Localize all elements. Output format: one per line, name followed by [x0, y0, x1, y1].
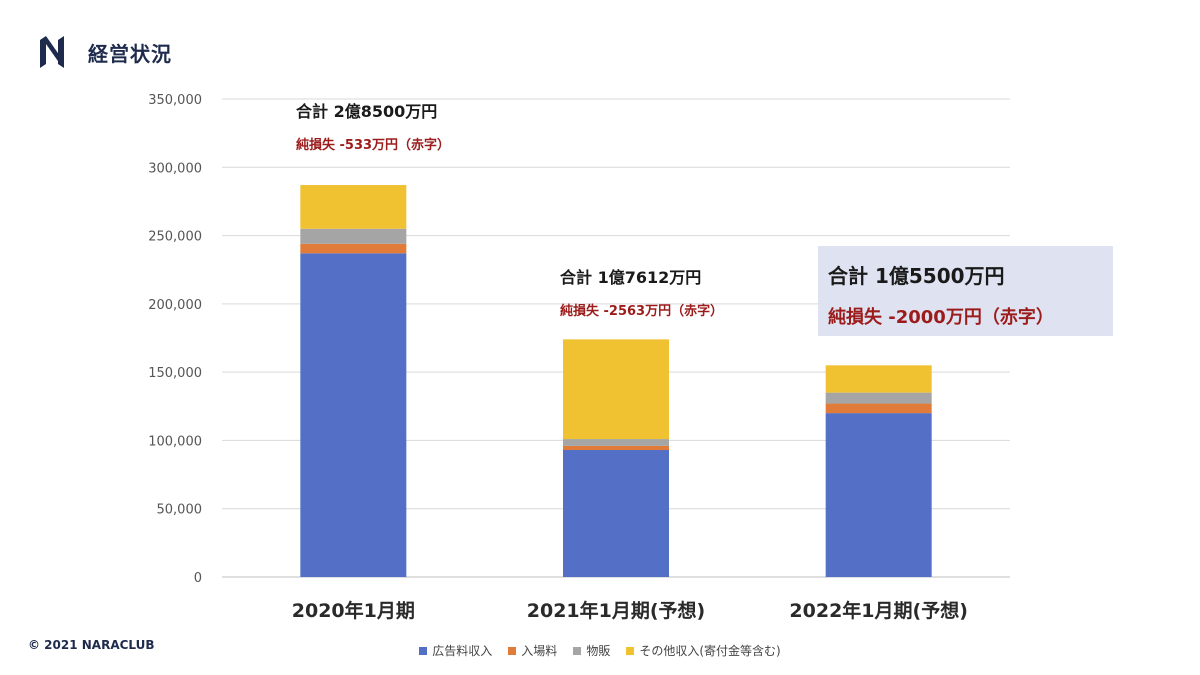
y-tick-label: 50,000	[157, 503, 203, 518]
bar-segment	[563, 339, 669, 440]
naraclub-logo-icon	[40, 36, 64, 68]
bar-segment	[825, 392, 932, 404]
bar-segment	[563, 439, 669, 446]
annotation-total: 合計 1億5500万円	[828, 264, 1005, 288]
y-tick-label: 350,000	[148, 93, 202, 108]
x-tick-label: 2021年1月期(予想)	[527, 599, 705, 622]
copyright: © 2021 NARACLUB	[28, 638, 155, 652]
annotation-total: 合計 2億8500万円	[296, 102, 438, 121]
bar-segment	[825, 413, 932, 577]
x-tick-label: 2020年1月期	[292, 599, 415, 622]
annotation-total: 合計 1億7612万円	[560, 268, 702, 287]
y-tick-label: 200,000	[148, 298, 202, 313]
y-tick-label: 0	[194, 571, 202, 586]
legend-label: 入場料	[521, 644, 558, 658]
annotation-2022-highlight: 合計 1億5500万円 純損失 -2000万円（赤字）	[818, 246, 1113, 336]
x-tick-label: 2022年1月期(予想)	[789, 599, 967, 622]
legend-item-merch: 物販	[573, 642, 610, 659]
annotation-2021: 合計 1億7612万円 純損失 -2563万円（赤字）	[560, 264, 723, 319]
legend-item-other: その他収入(寄付金等含む)	[626, 642, 781, 659]
y-tick-label: 150,000	[148, 366, 202, 381]
annotation-2020: 合計 2億8500万円 純損失 -533万円（赤字）	[296, 98, 450, 153]
legend-swatch	[573, 646, 582, 655]
y-tick-label: 100,000	[148, 434, 202, 449]
y-tick-label: 300,000	[148, 161, 202, 176]
legend-item-ad-revenue: 広告料収入	[419, 642, 492, 659]
bar-segment	[825, 403, 932, 414]
bar-segment	[563, 445, 669, 450]
annotation-loss: 純損失 -533万円（赤字）	[296, 138, 451, 153]
bar-segment	[563, 449, 669, 577]
y-tick-label: 250,000	[148, 230, 202, 245]
header: 経営状況	[38, 36, 172, 68]
legend-swatch	[419, 646, 428, 655]
legend-item-admission: 入場料	[508, 642, 557, 659]
bar-segment	[825, 365, 932, 393]
bar-segment	[300, 253, 407, 577]
legend-swatch	[508, 646, 517, 655]
bar-segment	[300, 185, 407, 229]
legend-label: 物販	[586, 644, 611, 658]
annotation-loss: 純損失 -2563万円（赤字）	[560, 304, 724, 319]
bar-segment	[300, 228, 407, 244]
legend-label: 広告料収入	[432, 644, 493, 658]
legend-swatch	[626, 646, 635, 655]
bar-segment	[300, 243, 407, 254]
annotation-loss: 純損失 -2000万円（赤字）	[828, 307, 1054, 328]
chart-legend: 広告料収入 入場料 物販 その他収入(寄付金等含む)	[0, 642, 1200, 659]
legend-label: その他収入(寄付金等含む)	[639, 644, 781, 658]
page-title: 経営状況	[88, 41, 172, 66]
